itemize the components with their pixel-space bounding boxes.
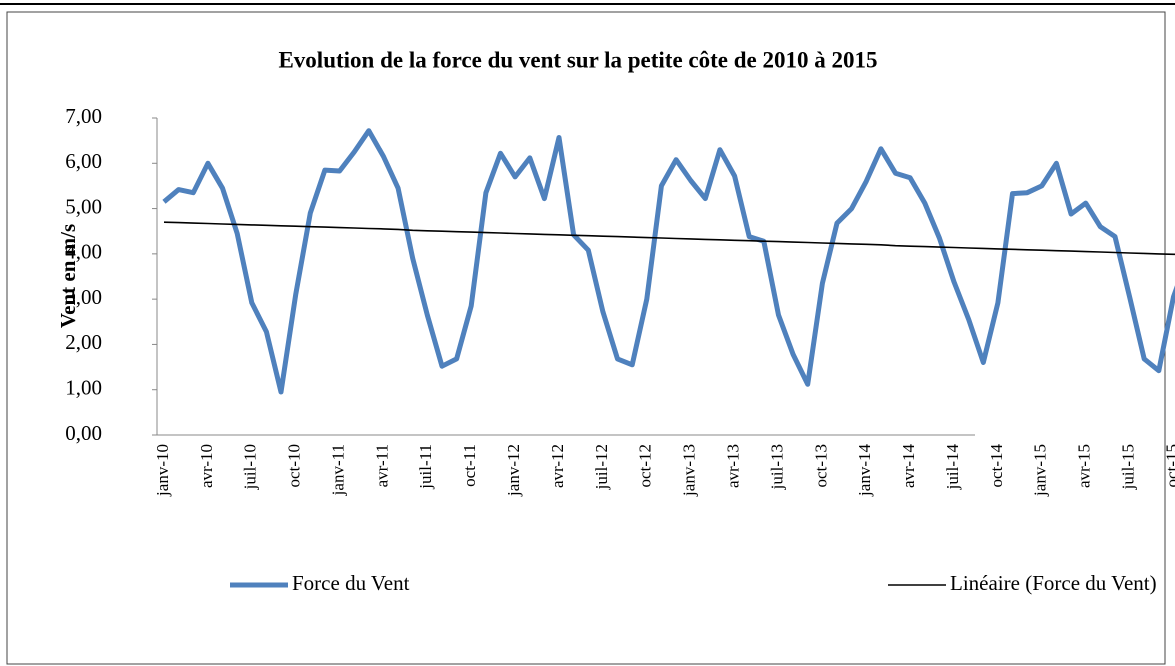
x-tick-label: avr-14 bbox=[899, 444, 918, 489]
x-tick-label: oct-13 bbox=[811, 444, 830, 487]
x-tick-label: janv-13 bbox=[680, 444, 699, 497]
y-axis-label: Vent en m/s bbox=[56, 224, 80, 328]
y-tick-label: 7,00 bbox=[65, 104, 102, 128]
y-tick-label: 2,00 bbox=[65, 330, 102, 354]
x-tick-label: janv-14 bbox=[855, 444, 874, 497]
trend-line bbox=[163, 221, 1175, 256]
x-tick-label: juil-15 bbox=[1118, 444, 1137, 490]
y-tick-label: 5,00 bbox=[65, 194, 102, 218]
x-tick-label: janv-15 bbox=[1031, 444, 1050, 497]
x-tick-label: avr-10 bbox=[197, 444, 216, 488]
x-tick-label: oct-15 bbox=[1162, 444, 1175, 487]
x-tick-label: janv-11 bbox=[328, 444, 347, 496]
x-tick-label: avr-15 bbox=[1075, 444, 1094, 488]
x-tick-label: oct-10 bbox=[285, 444, 304, 487]
x-tick-label: oct-14 bbox=[987, 444, 1006, 488]
x-tick-label: avr-11 bbox=[372, 444, 391, 487]
x-tick-label: avr-12 bbox=[548, 444, 567, 488]
x-tick-label: juil-14 bbox=[943, 444, 962, 491]
chart-frame bbox=[6, 11, 1166, 665]
x-tick-label: juil-11 bbox=[416, 444, 435, 490]
chart-title: Evolution de la force du vent sur la pet… bbox=[278, 47, 877, 72]
x-tick-label: oct-12 bbox=[636, 444, 655, 487]
x-tick-label: juil-10 bbox=[241, 444, 260, 490]
x-tick-label: janv-12 bbox=[504, 444, 523, 497]
y-tick-label: 3,00 bbox=[65, 285, 102, 309]
y-tick-label: 0,00 bbox=[65, 421, 102, 445]
x-tick-label: oct-11 bbox=[460, 444, 479, 487]
y-tick-label: 1,00 bbox=[65, 376, 102, 400]
x-tick-label: juil-12 bbox=[592, 444, 611, 490]
x-tick-label: janv-10 bbox=[153, 444, 172, 497]
x-tick-label: avr-13 bbox=[723, 444, 742, 488]
legend-label: Linéaire (Force du Vent) bbox=[950, 571, 1157, 595]
x-tick-label: juil-13 bbox=[767, 444, 786, 490]
legend-label: Force du Vent bbox=[292, 571, 410, 595]
y-tick-label: 6,00 bbox=[65, 149, 102, 173]
data-line bbox=[162, 128, 1175, 395]
y-tick-label: 4,00 bbox=[65, 240, 102, 264]
